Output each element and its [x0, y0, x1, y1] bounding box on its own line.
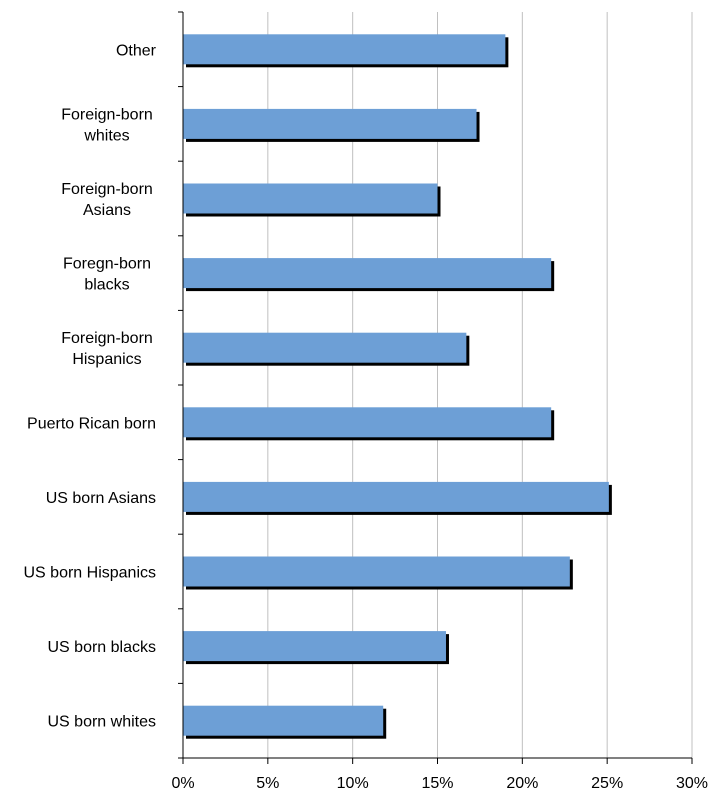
bar: [183, 258, 552, 289]
category-label: US born whites: [48, 714, 157, 731]
x-tick-label: 15%: [421, 775, 453, 792]
category-label: Other: [116, 42, 157, 59]
category-label: US born Hispanics: [24, 565, 157, 582]
x-tick-label: 25%: [591, 775, 623, 792]
bar: [183, 407, 552, 438]
bar: [183, 108, 477, 139]
category-label: US born Asians: [46, 490, 156, 507]
axes: [178, 11, 693, 764]
bar: [183, 556, 570, 587]
bar: [183, 183, 438, 214]
x-tick-label: 10%: [337, 775, 369, 792]
category-label: Foreign-born: [61, 106, 153, 123]
category-label: Foregn-born: [63, 256, 151, 273]
x-tick-label: 5%: [256, 775, 279, 792]
category-label: whites: [83, 127, 129, 144]
bar-series: [183, 34, 612, 739]
x-tick-labels: 0% 5% 10% 15% 20% 25% 30%: [171, 775, 708, 792]
category-labels: Other Foreign-born whites Foreign-born Asian…: [24, 42, 157, 730]
x-tick-label: 30%: [676, 775, 708, 792]
category-label: Hispanics: [72, 351, 141, 368]
category-label: Foreign-born: [61, 330, 153, 347]
category-label: Foreign-born: [61, 181, 153, 198]
bar: [183, 332, 467, 363]
category-label: blacks: [84, 277, 129, 294]
category-label: Asians: [83, 202, 131, 219]
category-label: Puerto Rican born: [27, 415, 156, 432]
bar: [183, 705, 384, 736]
category-label: US born blacks: [48, 639, 157, 656]
x-tick-label: 0%: [171, 775, 194, 792]
bar: [183, 631, 446, 662]
bar: [183, 481, 609, 512]
x-tick-label: 20%: [506, 775, 538, 792]
bar: [183, 34, 506, 65]
